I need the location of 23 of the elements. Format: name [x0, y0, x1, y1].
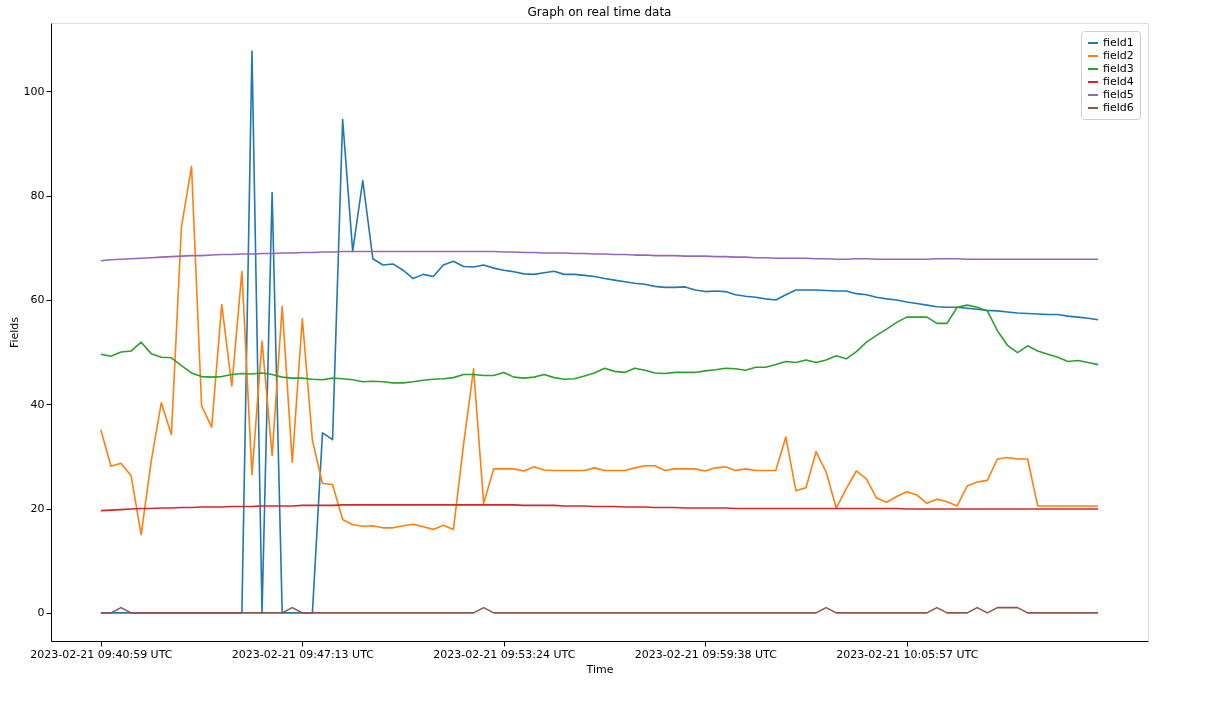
y-tick-label: 0 — [37, 606, 45, 620]
x-tick-label: 2023-02-21 09:40:59 UTC — [30, 647, 173, 661]
legend-label: field1 — [1103, 36, 1134, 49]
line-series — [100, 250, 1099, 262]
line-series — [100, 304, 1099, 384]
y-tick-label: 80 — [30, 189, 45, 203]
x-tick-label: 2023-02-21 09:59:38 UTC — [634, 647, 778, 661]
y-axis-title: Fields — [7, 316, 21, 349]
y-tick-label: 100 — [23, 84, 45, 98]
x-tick-label: 2023-02-21 09:47:13 UTC — [231, 647, 375, 661]
legend-label: field4 — [1103, 75, 1134, 88]
legend-label: field2 — [1103, 49, 1134, 62]
line-series — [100, 165, 1099, 536]
y-tick-label: 60 — [30, 293, 45, 307]
x-tick-label: 2023-02-21 10:05:57 UTC — [836, 647, 979, 661]
legend-label: field5 — [1103, 88, 1134, 101]
legend-label: field6 — [1103, 101, 1134, 114]
legend-label: field3 — [1103, 62, 1134, 75]
x-axis-title: Time — [585, 662, 614, 676]
x-tick-label: 2023-02-21 09:53:24 UTC — [433, 647, 576, 661]
chart-title: Graph on real time data — [527, 5, 672, 19]
y-tick-label: 40 — [30, 397, 45, 411]
y-tick-label: 20 — [30, 502, 45, 516]
